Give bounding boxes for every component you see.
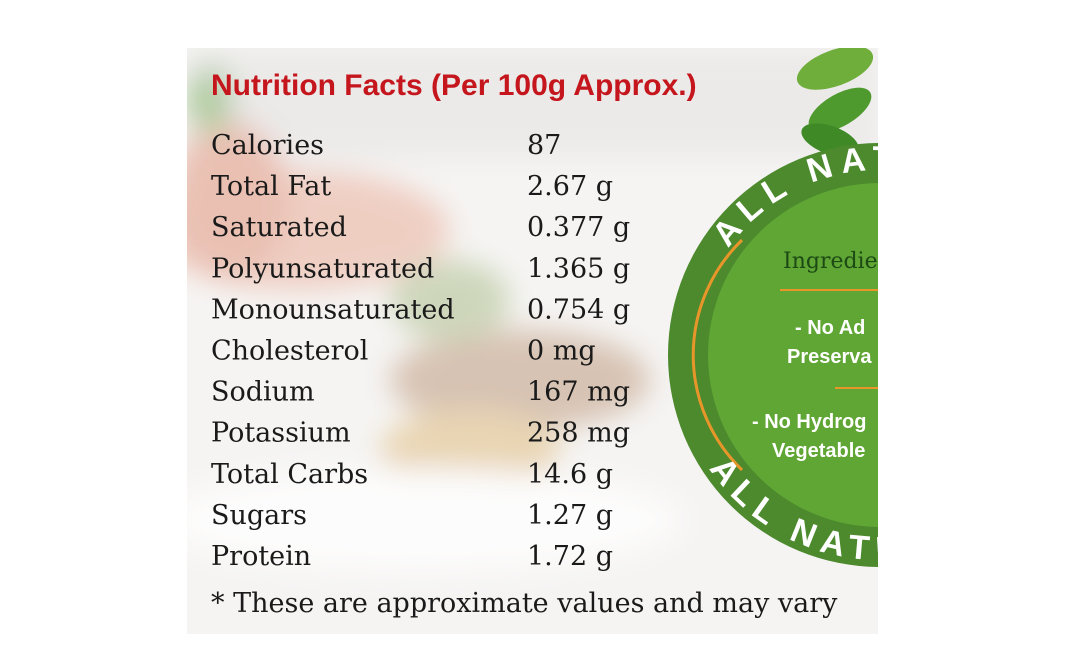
row-value: 0.754 g (527, 294, 630, 325)
row-label: Saturated (211, 212, 347, 243)
row-value: 1.27 g (527, 500, 613, 531)
row-value: 1.72 g (527, 541, 613, 572)
row-label: Sodium (211, 377, 315, 408)
row-value: 14.6 g (527, 459, 613, 490)
badge-line: Vegetable (772, 440, 865, 462)
row-label: Monounsaturated (211, 294, 455, 325)
row-value: 167 mg (527, 377, 630, 408)
row-value: 2.67 g (527, 171, 613, 202)
row-label: Protein (211, 541, 311, 572)
row-label: Polyunsaturated (211, 253, 434, 284)
row-value: 0 mg (527, 336, 596, 367)
nutrition-table: Calories 87 Total Fat 2.67 g Saturated 0.377 … (211, 130, 630, 572)
badge-line: - No Ad (795, 317, 865, 339)
badge-heading: Ingredie (783, 249, 878, 274)
row-label: Total Fat (211, 171, 331, 202)
badge-line: - No Hydrog (752, 411, 866, 433)
row-value: 258 mg (527, 418, 630, 449)
food-photo (187, 48, 878, 570)
row-label: Total Carbs (211, 459, 368, 490)
footnote: * These are approximate values and may v… (211, 588, 838, 619)
row-label: Potassium (211, 418, 351, 449)
row-value: 1.365 g (527, 253, 630, 284)
title: Nutrition Facts (Per 100g Approx.) (211, 69, 697, 102)
panel: ALL NAT Ingredie - No Ad Preserva - No H… (187, 48, 878, 634)
row-label: Sugars (211, 500, 307, 531)
row-value: 0.377 g (527, 212, 630, 243)
badge-line: Preserva (787, 346, 872, 368)
row-value: 87 (527, 130, 561, 161)
row-label: Cholesterol (211, 336, 368, 367)
row-label: Calories (211, 130, 324, 161)
